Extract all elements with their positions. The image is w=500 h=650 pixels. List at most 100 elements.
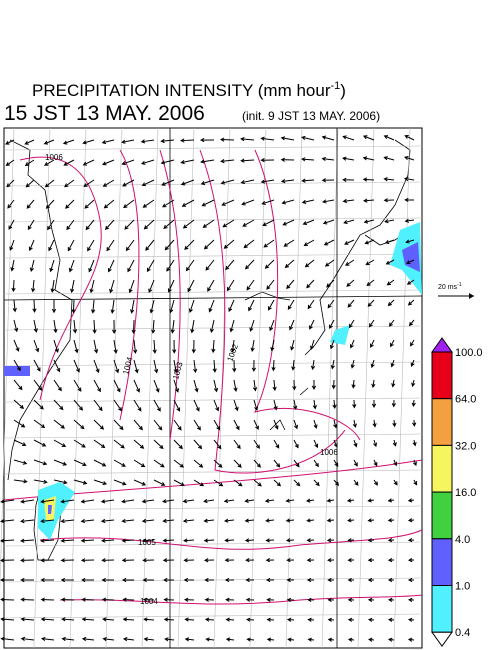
wind-arrow <box>232 359 237 373</box>
grid-line <box>3 613 423 619</box>
wind-arrow <box>266 617 275 622</box>
wind-arrow <box>343 219 355 225</box>
wind-arrow <box>141 518 155 524</box>
wind-arrow <box>220 179 235 185</box>
wind-arrow <box>5 139 15 145</box>
wind-arrow <box>387 577 395 583</box>
map: 1006 1004 1003 1002 1006 1005 1004 <box>0 127 423 650</box>
grid-line <box>3 433 423 439</box>
wind-arrow <box>193 359 198 374</box>
wind-arrow <box>407 498 415 503</box>
wind-arrow <box>352 419 357 429</box>
wind-arrow <box>82 159 95 166</box>
wind-arrow <box>180 159 195 165</box>
wind-arrow <box>272 379 277 392</box>
wind-arrow <box>184 617 195 622</box>
wind-arrow <box>327 577 335 583</box>
wind-arrow <box>173 439 183 450</box>
wind-arrow <box>410 339 415 347</box>
colorbar-under <box>431 631 453 648</box>
wind-arrow <box>67 239 75 252</box>
wind-arrow <box>353 479 359 486</box>
wind-arrow <box>392 439 397 447</box>
wind-arrow <box>245 597 255 602</box>
grid <box>0 127 423 650</box>
wind-arrow <box>202 219 215 228</box>
wind-arrow <box>411 399 416 408</box>
colorbar-band <box>431 538 453 586</box>
wind-arrow <box>412 439 417 447</box>
wind-arrow <box>26 199 35 209</box>
wind-arrow <box>125 239 135 252</box>
wind-arrow <box>333 439 338 448</box>
wind-arrow <box>24 159 35 166</box>
wind-arrow <box>373 479 378 486</box>
wind-arrow <box>344 239 355 245</box>
wind-arrow <box>253 479 262 487</box>
wind-arrow <box>204 617 215 622</box>
wind-arrow <box>347 557 355 563</box>
wind-arrow <box>307 597 315 602</box>
wind-arrow <box>153 459 165 468</box>
wind-arrow <box>205 259 215 271</box>
wind-arrow <box>384 219 395 224</box>
wind-arrow <box>280 136 295 141</box>
wind-arrow <box>113 379 121 393</box>
wind-arrow <box>326 279 335 288</box>
wind-arrow <box>153 379 160 393</box>
wind-arrow <box>199 137 215 143</box>
wind-arrow <box>363 219 375 224</box>
wind-arrow <box>153 419 163 431</box>
wind-arrow <box>20 577 35 583</box>
wind-arrow <box>313 419 318 429</box>
wind-arrow <box>347 538 355 543</box>
wind-arrow <box>13 419 26 428</box>
wind-arrow <box>387 498 395 503</box>
wind-arrow <box>307 637 315 642</box>
wind-arrow <box>20 538 35 543</box>
wind-arrow <box>13 459 28 465</box>
wind-arrow <box>101 558 115 563</box>
wind-arrow <box>33 379 43 391</box>
wind-arrow <box>107 259 115 273</box>
wind-arrow <box>163 577 175 583</box>
wind-arrow <box>203 558 215 563</box>
grid-line <box>393 127 411 649</box>
wind-arrow <box>371 399 377 408</box>
wind-arrow <box>53 319 58 334</box>
wind-arrow <box>330 359 335 370</box>
wind-arrow <box>66 219 75 231</box>
wind-arrow <box>369 339 375 348</box>
wind-arrow <box>153 359 159 374</box>
wind-arrow <box>411 379 416 388</box>
wind-arrow <box>193 379 199 393</box>
wind-arrow <box>45 199 55 209</box>
wind-arrow <box>51 299 57 314</box>
wind-arrow <box>44 159 55 166</box>
wind-arrow <box>269 319 275 332</box>
wind-arrow <box>43 139 55 145</box>
grid-line <box>177 127 195 649</box>
wind-arrow <box>113 339 118 354</box>
wind-arrow <box>387 299 395 307</box>
colorbar-label: 100.0 <box>455 347 483 359</box>
wind-arrow <box>0 577 15 583</box>
wind-arrow <box>173 479 185 486</box>
wind-arrow <box>160 138 175 144</box>
wind-arrow <box>72 319 78 334</box>
wind-arrow <box>90 299 96 314</box>
wind-arrow <box>53 479 68 485</box>
wind-arrow <box>110 299 115 314</box>
grid-line <box>3 289 423 295</box>
wind-arrow <box>350 359 355 369</box>
wind-arrow <box>163 219 175 230</box>
wind-arrow <box>307 299 315 310</box>
wind-arrow <box>207 279 215 292</box>
wind-arrow <box>321 156 335 162</box>
wind-arrow <box>313 479 320 487</box>
isobar-label: 1006 <box>45 153 63 162</box>
wind-arrow <box>286 279 295 290</box>
wind-arrow <box>265 538 275 543</box>
wind-arrow <box>113 479 127 486</box>
wind-arrow <box>93 419 105 430</box>
